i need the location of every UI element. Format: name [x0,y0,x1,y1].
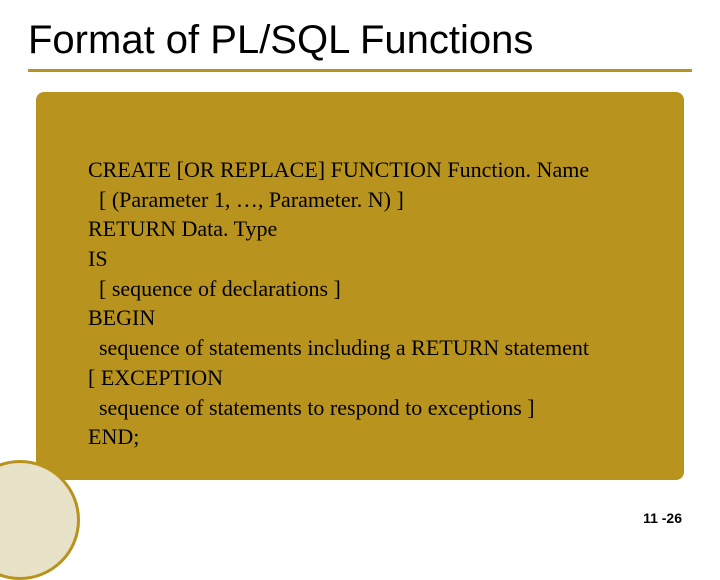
code-line: RETURN Data. Type [88,214,660,244]
code-line: sequence of statements including a RETUR… [88,333,660,363]
code-block: CREATE [OR REPLACE] FUNCTION Function. N… [88,155,660,452]
code-line: sequence of statements to respond to exc… [88,393,660,423]
slide-title: Format of PL/SQL Functions [28,18,692,69]
title-underline [28,69,692,72]
code-line: IS [88,244,660,274]
code-line: END; [88,422,660,452]
code-line: CREATE [OR REPLACE] FUNCTION Function. N… [88,155,660,185]
code-line: [ sequence of declarations ] [88,274,660,304]
slide-number: 11 -26 [643,510,682,526]
code-line: [ EXCEPTION [88,363,660,393]
slide: Format of PL/SQL Functions CREATE [OR RE… [0,0,720,540]
code-line: BEGIN [88,303,660,333]
title-area: Format of PL/SQL Functions [28,18,692,72]
code-line: [ (Parameter 1, …, Parameter. N) ] [88,185,660,215]
